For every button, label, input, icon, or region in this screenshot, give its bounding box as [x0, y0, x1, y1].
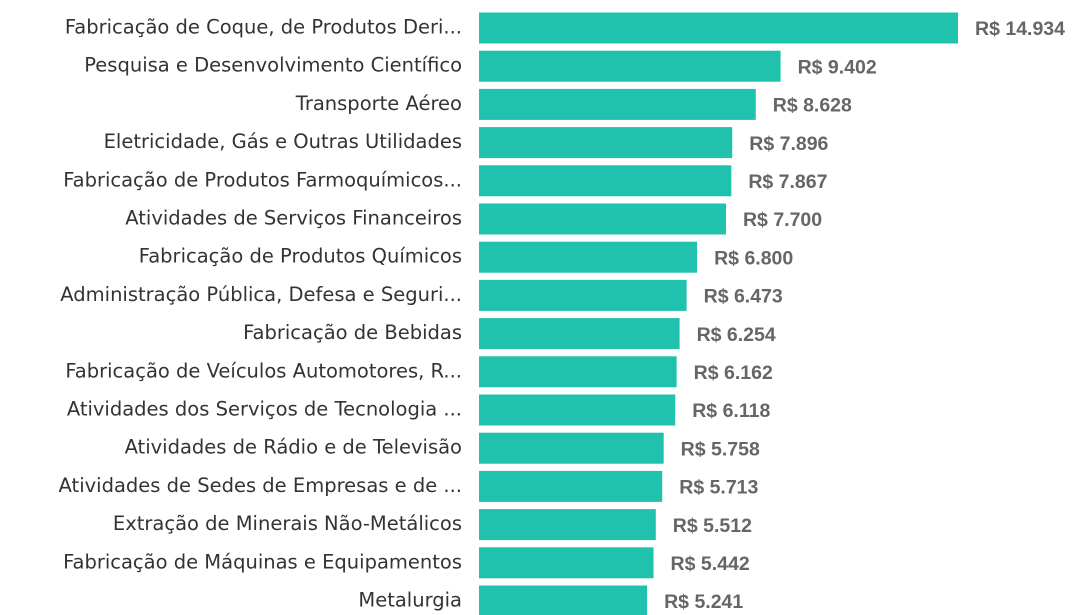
data-label: R$ 6.118: [692, 400, 770, 422]
data-label: R$ 6.254: [697, 324, 776, 346]
category-label: Atividades de Sedes de Empresas e de ...: [59, 474, 462, 497]
bar: [479, 547, 654, 579]
category-label: Fabricação de Produtos Farmoquímicos...: [63, 168, 462, 191]
bar: [479, 50, 781, 82]
data-label: R$ 5.512: [673, 515, 752, 537]
data-label: R$ 9.402: [798, 56, 877, 78]
bar: [479, 12, 958, 44]
category-label: Fabricação de Veículos Automotores, R...: [65, 359, 462, 382]
bar: [479, 318, 680, 350]
category-label: Fabricação de Bebidas: [243, 321, 462, 344]
data-label: R$ 7.867: [748, 171, 827, 193]
bar: [479, 585, 648, 615]
bar: [479, 127, 733, 159]
data-label: R$ 6.800: [714, 247, 793, 269]
data-label: R$ 6.162: [694, 362, 773, 384]
category-label: Fabricação de Máquinas e Equipamentos: [63, 550, 462, 573]
data-label: R$ 6.473: [704, 286, 783, 308]
bar: [479, 356, 677, 388]
category-label: Administração Pública, Defesa e Seguri..…: [60, 283, 462, 306]
category-label: Transporte Aéreo: [295, 92, 462, 115]
category-label: Metalurgia: [358, 589, 462, 612]
bar: [479, 165, 732, 197]
data-label: R$ 5.758: [681, 438, 760, 460]
category-label: Fabricação de Produtos Químicos: [139, 245, 462, 268]
bar: [479, 88, 756, 120]
bar: [479, 279, 687, 311]
data-label: R$ 7.896: [749, 133, 828, 155]
bar: [479, 432, 664, 464]
bar: [479, 470, 663, 502]
data-label: R$ 5.241: [664, 591, 743, 613]
data-label: R$ 8.628: [773, 95, 852, 117]
bar: [479, 203, 726, 235]
category-label: Atividades de Serviços Financeiros: [125, 207, 462, 230]
bar: [479, 509, 656, 541]
data-label: R$ 14.934: [975, 18, 1065, 40]
data-label: R$ 7.700: [743, 209, 822, 231]
category-label: Atividades de Rádio e de Televisão: [125, 436, 462, 459]
category-label: Extração de Minerais Não-Metálicos: [113, 512, 462, 535]
data-label: R$ 5.713: [679, 477, 758, 499]
category-label: Fabricação de Coque, de Produtos Deri...: [65, 16, 462, 39]
category-label: Eletricidade, Gás e Outras Utilidades: [104, 130, 462, 153]
bar: [479, 394, 676, 426]
category-label: Pesquisa e Desenvolvimento Científico: [84, 54, 462, 77]
bar: [479, 241, 698, 273]
data-label: R$ 5.442: [671, 553, 750, 575]
category-label: Atividades dos Serviços de Tecnologia ..…: [67, 398, 462, 421]
